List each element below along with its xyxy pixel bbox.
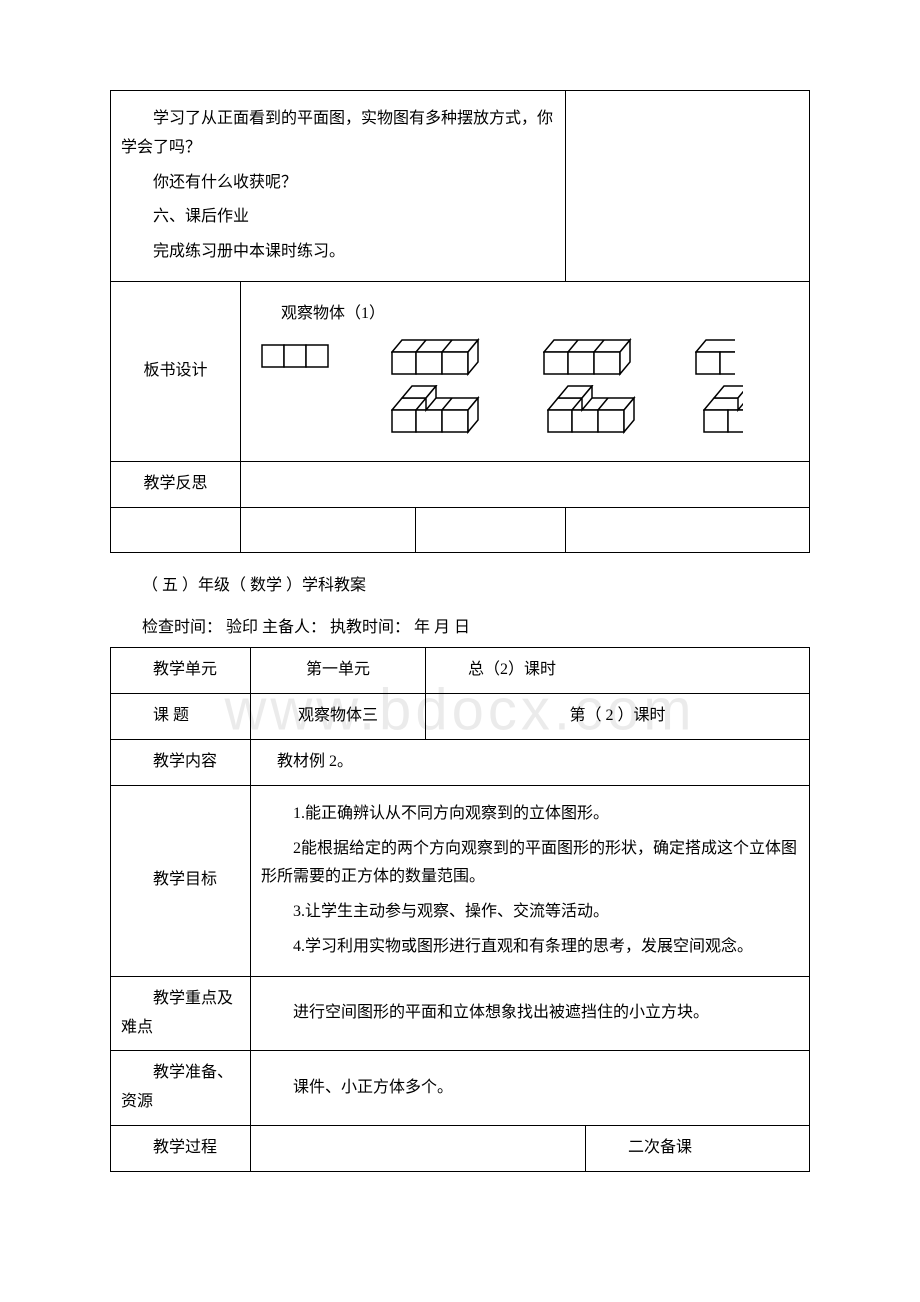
cube-row-3-icon — [543, 337, 635, 377]
check-line: 检查时间： 验印 主备人： 执教时间： 年 月 日 — [110, 613, 810, 637]
goal-1: 1.能正确辨认从不同方向观察到的立体图形。 — [261, 800, 799, 829]
unit-value: 第一单元 — [251, 648, 426, 694]
cube-row-partial-icon — [703, 385, 743, 435]
process-empty — [251, 1125, 586, 1171]
total-lessons: 总（2）课时 — [426, 648, 810, 694]
cube-L-shape-icon — [391, 385, 487, 435]
topic-label: 课 题 — [111, 694, 251, 740]
goal-3: 3.让学生主动参与观察、操作、交流等活动。 — [261, 898, 799, 927]
goal-2: 2能根据给定的两个方向观察到的平面图形的形状，确定搭成这个立体图形所需要的正方体… — [261, 835, 799, 893]
topic-value: 观察物体三 — [251, 694, 426, 740]
content-value: 教材例 2。 — [251, 739, 810, 785]
cube-row-partial-icon — [695, 337, 735, 377]
unit-label: 教学单元 — [111, 648, 251, 694]
summary-right-empty — [566, 91, 810, 282]
cube-row-3-icon — [391, 337, 483, 377]
process-label: 教学过程 — [111, 1125, 251, 1171]
board-title: 观察物体（1） — [251, 300, 799, 329]
lesson-table-1: 学习了从正面看到的平面图，实物图有多种摆放方式，你学会了吗？ 你还有什么收获呢？… — [110, 90, 810, 553]
secondary-prep: 二次备课 — [586, 1125, 810, 1171]
empty-cell — [111, 507, 241, 553]
reflect-content — [241, 461, 810, 507]
lesson-number: 第（ 2 ）课时 — [426, 694, 810, 740]
grade-subject-title: （ 五 ）年级（ 数学 ）学科教案 — [110, 571, 810, 595]
empty-cell — [416, 507, 566, 553]
summary-p2: 你还有什么收获呢？ — [121, 169, 555, 198]
lesson-table-2: 教学单元 第一单元 总（2）课时 课 题 观察物体三 第（ 2 ）课时 教学内容… — [110, 647, 810, 1171]
board-design-content: 观察物体（1） — [241, 281, 810, 461]
flat-3-squares-icon — [261, 344, 331, 370]
board-design-label: 板书设计 — [111, 281, 241, 461]
summary-cell: 学习了从正面看到的平面图，实物图有多种摆放方式，你学会了吗？ 你还有什么收获呢？… — [111, 91, 566, 282]
summary-p1: 学习了从正面看到的平面图，实物图有多种摆放方式，你学会了吗？ — [121, 105, 555, 163]
prep-value: 课件、小正方体多个。 — [251, 1051, 810, 1126]
content-label: 教学内容 — [111, 739, 251, 785]
summary-p3: 六、课后作业 — [121, 203, 555, 232]
summary-p4: 完成练习册中本课时练习。 — [121, 238, 555, 267]
keypoints-label: 教学重点及难点 — [111, 976, 251, 1051]
empty-cell — [241, 507, 416, 553]
cube-L-shape-icon — [547, 385, 643, 435]
empty-cell — [566, 507, 810, 553]
goal-4: 4.学习利用实物或图形进行直观和有条理的思考，发展空间观念。 — [261, 933, 799, 962]
prep-label: 教学准备、资源 — [111, 1051, 251, 1126]
keypoints-value: 进行空间图形的平面和立体想象找出被遮挡住的小立方块。 — [251, 976, 810, 1051]
goals-content: 1.能正确辨认从不同方向观察到的立体图形。 2能根据给定的两个方向观察到的平面图… — [251, 785, 810, 976]
reflect-label: 教学反思 — [111, 461, 241, 507]
goals-label: 教学目标 — [111, 785, 251, 976]
